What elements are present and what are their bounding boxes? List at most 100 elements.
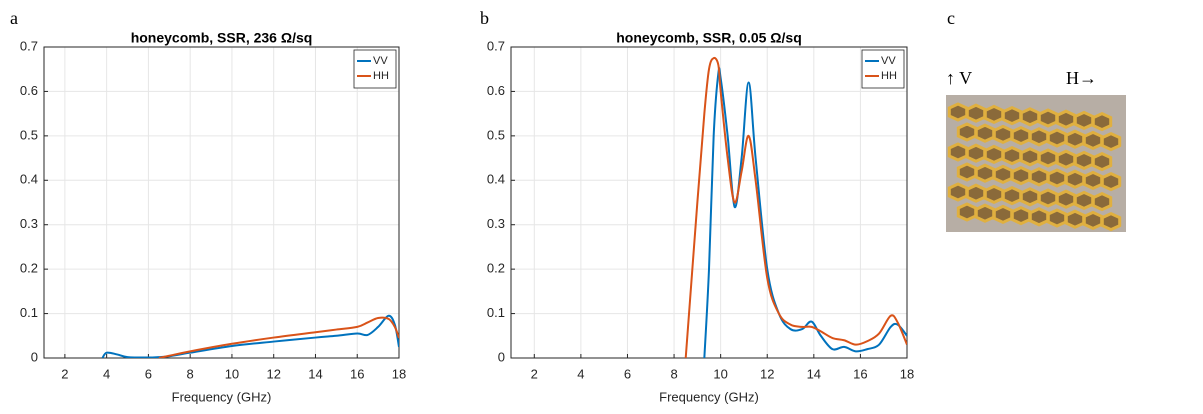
hexagon-cell	[1082, 130, 1104, 151]
plot-area	[44, 47, 399, 358]
hexagon-cell	[1028, 127, 1050, 147]
x-tick-label: 14	[308, 366, 322, 381]
chart-title: honeycomb, SSR, 0.05 Ω/sq	[616, 30, 802, 46]
x-tick-label: 14	[807, 366, 821, 381]
hexagon-cell	[1037, 188, 1059, 208]
hexagon-cell	[1046, 168, 1068, 188]
hexagon-cell	[1091, 111, 1113, 132]
x-tick-label: 16	[853, 366, 867, 381]
plot-area	[511, 47, 907, 358]
hexagon-cell	[1091, 151, 1113, 172]
legend-label: VV	[881, 55, 896, 67]
hexagon-cell	[1100, 211, 1122, 232]
hexagon-cell	[1055, 149, 1077, 169]
hexagon-cell	[1055, 189, 1077, 209]
hexagon-cell	[956, 202, 978, 222]
y-tick-label: 0.4	[20, 172, 38, 187]
hexagon-cell	[1082, 210, 1104, 231]
hexagon-cell	[956, 122, 978, 142]
hexagon-cell	[983, 144, 1005, 165]
x-tick-label: 2	[61, 366, 68, 381]
y-tick-label: 0.1	[20, 305, 38, 320]
hexagon-cell	[947, 142, 969, 162]
hexagon-cell	[1064, 209, 1086, 229]
hexagon-cell	[956, 162, 978, 182]
chart-title: honeycomb, SSR, 236 Ω/sq	[131, 30, 313, 46]
x-tick-label: 18	[392, 366, 406, 381]
data-line	[684, 56, 907, 358]
hexagon-cell	[983, 184, 1005, 205]
hexagon-cell	[1001, 145, 1023, 166]
y-tick-label: 0.3	[487, 216, 505, 231]
hexagon-cell	[1001, 105, 1023, 126]
hexagon-cell	[1010, 205, 1032, 226]
hexagon-cell	[1028, 207, 1050, 227]
hexagon-cell	[1019, 147, 1041, 167]
hexagon-cell	[1037, 148, 1059, 168]
hexagon-cell	[1073, 190, 1095, 211]
hexagon-cell	[1091, 191, 1113, 212]
hexagon-cell	[1028, 167, 1050, 187]
y-tick-label: 0.2	[20, 261, 38, 276]
y-tick-label: 0.5	[487, 127, 505, 142]
photo-label: ↑ V	[946, 68, 972, 88]
x-tick-label: 4	[577, 366, 584, 381]
hexagon-cell	[965, 103, 987, 123]
legend-label: HH	[881, 70, 897, 82]
hexagon-cell	[1082, 170, 1104, 191]
hexagon-cell	[1019, 107, 1041, 127]
x-tick-label: 12	[760, 366, 774, 381]
x-axis-label: Frequency (GHz)	[172, 389, 272, 404]
hexagon-cell	[1100, 171, 1122, 192]
hexagon-cell	[1010, 125, 1032, 146]
x-tick-label: 18	[900, 366, 914, 381]
hexagon-cell	[992, 204, 1014, 225]
hexagon-cell	[992, 124, 1014, 145]
hexagon-cell	[947, 102, 969, 122]
hexagon-cell	[983, 104, 1005, 125]
y-tick-label: 0.3	[20, 216, 38, 231]
y-tick-label: 0.7	[20, 38, 38, 53]
legend-label: VV	[373, 55, 388, 67]
x-tick-label: 8	[187, 366, 194, 381]
y-tick-label: 0.7	[487, 38, 505, 53]
hexagon-cell	[1073, 110, 1095, 131]
data-line	[158, 316, 399, 358]
hexagon-cell	[947, 182, 969, 202]
legend-box	[861, 49, 905, 89]
photo-label: H→	[1066, 68, 1097, 88]
axes-box	[43, 46, 400, 359]
honeycomb-photo	[947, 102, 1122, 232]
y-tick-label: 0.2	[487, 261, 505, 276]
hexagon-cell	[1055, 109, 1077, 129]
hexagon-cell	[965, 183, 987, 203]
x-tick-label: 8	[670, 366, 677, 381]
legend-label: HH	[373, 70, 389, 82]
x-tick-label: 4	[103, 366, 110, 381]
data-line	[101, 314, 399, 358]
legend-box	[353, 49, 397, 89]
y-tick-label: 0.6	[487, 83, 505, 98]
hexagon-cell	[1064, 129, 1086, 149]
hexagon-cell	[1046, 208, 1068, 228]
y-tick-label: 0.6	[20, 83, 38, 98]
x-tick-label: 6	[145, 366, 152, 381]
hexagon-cell	[1001, 185, 1023, 206]
panel-label: c	[947, 8, 955, 28]
hexagon-cell	[1100, 131, 1122, 152]
x-tick-label: 16	[350, 366, 364, 381]
panel-label: a	[10, 8, 18, 28]
hexagon-cell	[1037, 108, 1059, 128]
hexagon-cell	[974, 123, 996, 143]
axes-box	[510, 46, 908, 359]
hexagon-cell	[974, 203, 996, 223]
hexagon-cell	[1046, 128, 1068, 148]
y-tick-label: 0	[31, 349, 38, 364]
hexagon-cell	[965, 143, 987, 163]
hexagon-cell	[1064, 169, 1086, 189]
panel-label: b	[480, 8, 489, 28]
hexagon-cell	[1019, 187, 1041, 207]
hexagon-cell	[1073, 150, 1095, 171]
y-tick-label: 0	[498, 349, 505, 364]
